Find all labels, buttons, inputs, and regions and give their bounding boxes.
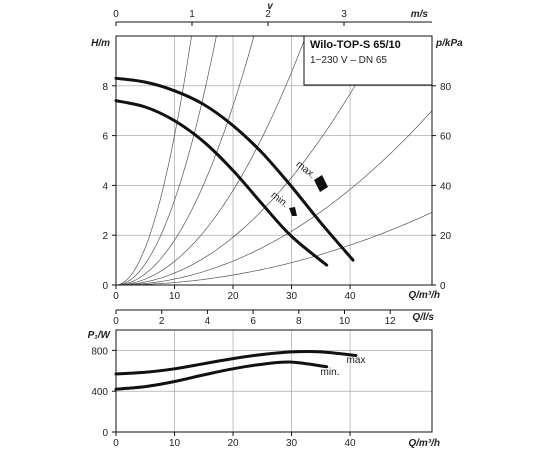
x-tick-label: 20 (227, 291, 239, 302)
top-axis-unit: m/s (411, 9, 429, 20)
power-label-max: max (347, 355, 366, 366)
system-curve (116, 110, 432, 285)
top-axis-label: v (267, 1, 274, 12)
y2-tick-label: 20 (440, 231, 452, 242)
system-curve (116, 36, 217, 285)
top-tick-label: 2 (265, 9, 271, 20)
ls-tick-label: 4 (205, 316, 211, 327)
series-label-min: min. (269, 190, 291, 210)
power-x-tick-label: 20 (227, 438, 239, 449)
y2-tick-label: 80 (440, 82, 452, 93)
plot-frame (115, 35, 433, 286)
ls-tick-label: 10 (339, 316, 351, 327)
y-tick-label: 8 (102, 82, 108, 93)
y2-tick-label: 40 (440, 181, 452, 192)
chart-title: Wilo-TOP-S 65/10 (310, 39, 401, 51)
y2-tick-label: 60 (440, 132, 452, 143)
y-tick-label: 4 (102, 181, 108, 192)
power-x-tick-label: 30 (286, 438, 298, 449)
title-box (303, 35, 433, 86)
power-x-axis-label: Q/m³/h (408, 438, 440, 449)
ls-tick-label: 8 (296, 316, 302, 327)
x-tick-label: 0 (113, 291, 119, 302)
power-curve-min (114, 360, 329, 391)
ls-axis-label: Q/l/s (412, 312, 434, 323)
power-label-min: min. (321, 367, 340, 378)
system-curve (116, 36, 192, 285)
top-tick-label: 0 (113, 9, 119, 20)
top-tick-label: 1 (189, 9, 195, 20)
pump-curve-min (114, 99, 329, 267)
power-y-tick-label: 0 (102, 428, 108, 439)
power-y-axis-label: P₁/W (88, 330, 112, 341)
min-marker (289, 207, 297, 216)
y-tick-label: 6 (102, 132, 108, 143)
y-tick-label: 2 (102, 231, 108, 242)
power-plot-frame (115, 329, 433, 433)
y2-axis-label: p/kPa (435, 38, 463, 49)
pump-curve-max (114, 76, 355, 262)
system-curve (116, 36, 307, 285)
x-tick-label: 10 (169, 291, 181, 302)
power-curve-plot: max min. 0 400 800 P₁/W 0 10 20 30 40 Q/m³/h (88, 329, 440, 449)
system-curve (116, 212, 432, 285)
x-tick-label: 30 (286, 291, 298, 302)
power-x-tick-label: 0 (113, 438, 119, 449)
max-marker (314, 175, 328, 192)
ls-tick-label: 2 (159, 316, 165, 327)
top-tick-label: 3 (341, 9, 347, 20)
y-tick-label: 0 (102, 281, 108, 292)
ls-tick-label: 6 (250, 316, 256, 327)
y-axis-label: H/m (91, 38, 110, 49)
x-tick-label: 40 (345, 291, 357, 302)
power-curve-max (114, 350, 358, 376)
power-y-tick-label: 400 (91, 387, 108, 398)
x-axis-label: Q/m³/h (408, 290, 440, 301)
y2-tick-label: 0 (440, 281, 446, 292)
power-y-tick-label: 800 (91, 346, 108, 357)
ls-tick-label: 12 (385, 316, 397, 327)
series-label-max: max. (294, 159, 318, 181)
ls-tick-label: 0 (113, 316, 119, 327)
chart-subtitle: 1~230 V – DN 65 (310, 55, 387, 66)
system-curve (116, 36, 384, 285)
system-curve (116, 36, 255, 285)
power-x-tick-label: 10 (169, 438, 181, 449)
power-x-tick-label: 40 (345, 438, 357, 449)
